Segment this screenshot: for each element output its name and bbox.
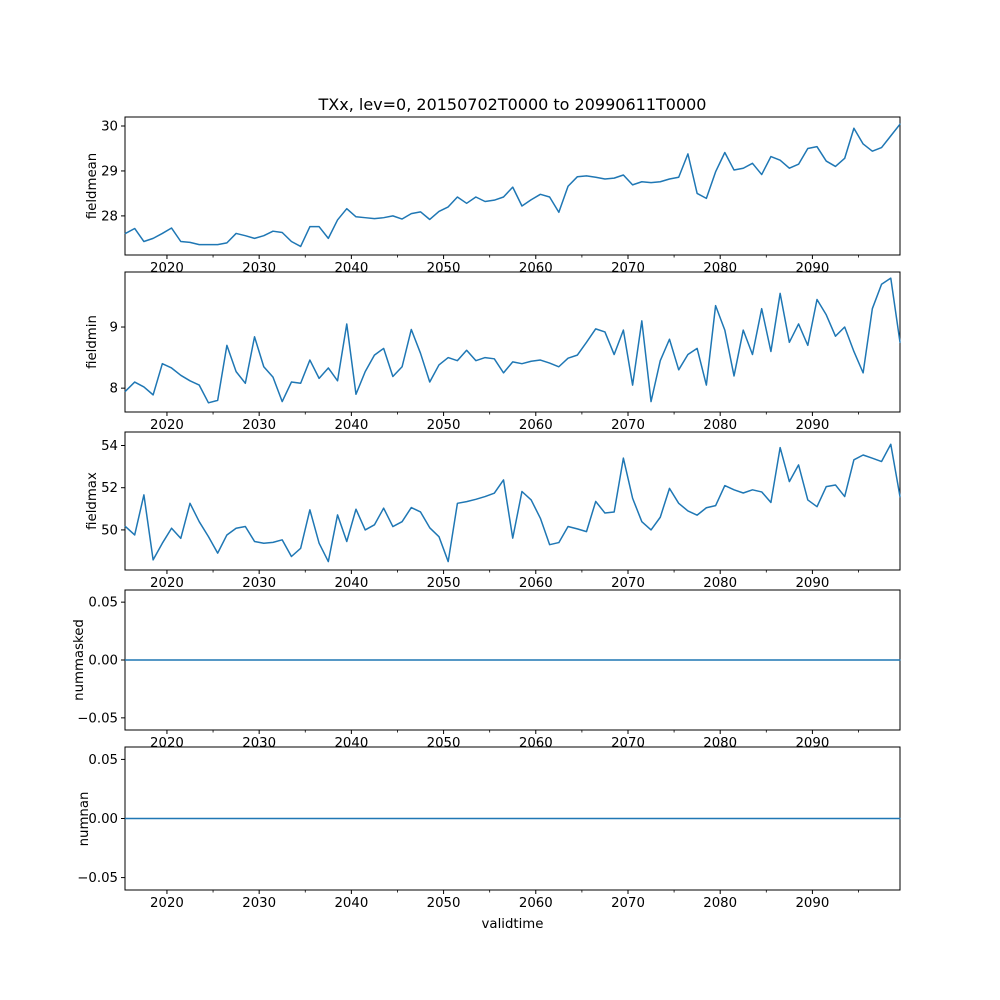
axes-spines bbox=[124, 431, 901, 571]
panel-nummasked: 2020 2030 2040 2050 2060 2070 2080 2090 −0.05 0.0… bbox=[77, 589, 901, 751]
ylabel-fieldmean: fieldmean bbox=[85, 152, 100, 220]
y-tick-label: 29 bbox=[101, 164, 118, 179]
line-fieldmin bbox=[124, 277, 901, 404]
x-tick-label: 2020 bbox=[150, 896, 184, 911]
x-axis-label: validtime bbox=[481, 917, 544, 932]
x-tick-label: 2020 bbox=[150, 576, 184, 591]
x-tick-label: 2070 bbox=[611, 576, 645, 591]
x-tick-label: 2070 bbox=[611, 261, 645, 276]
x-tick-label: 2080 bbox=[703, 418, 737, 433]
x-tick-label: 2080 bbox=[703, 896, 737, 911]
axes-spines bbox=[124, 116, 901, 256]
x-tick-label: 2050 bbox=[427, 736, 461, 751]
x-tick-label: 2030 bbox=[242, 576, 276, 591]
y-tick-label: 0.00 bbox=[88, 654, 118, 669]
ylabel-numnan: numnan bbox=[77, 791, 92, 846]
panel-fieldmean: 2020 2030 2040 2050 2060 2070 2080 2090 28 29 30 bbox=[101, 116, 901, 276]
y-tick-label: −0.05 bbox=[77, 711, 118, 726]
x-tick-label: 2090 bbox=[795, 418, 829, 433]
ylabel-fieldmin: fieldmin bbox=[85, 315, 100, 369]
y-tick-label: 54 bbox=[101, 439, 118, 454]
x-tick-label: 2040 bbox=[334, 261, 368, 276]
x-tick-label: 2040 bbox=[334, 896, 368, 911]
x-tick-label: 2060 bbox=[519, 576, 553, 591]
y-tick-label: 0.05 bbox=[88, 753, 118, 768]
x-tick-label: 2070 bbox=[611, 418, 645, 433]
x-tick-label: 2090 bbox=[795, 576, 829, 591]
x-tick-label: 2030 bbox=[242, 418, 276, 433]
x-tick-label: 2060 bbox=[519, 736, 553, 751]
x-tick-label: 2030 bbox=[242, 896, 276, 911]
y-tick-label: 50 bbox=[101, 523, 118, 538]
y-tick-label: 0.00 bbox=[88, 812, 118, 827]
x-tick-label: 2080 bbox=[703, 576, 737, 591]
y-tick-label: 28 bbox=[101, 209, 118, 224]
x-tick-label: 2050 bbox=[427, 261, 461, 276]
x-tick-label: 2030 bbox=[242, 736, 276, 751]
x-tick-label: 2020 bbox=[150, 418, 184, 433]
y-tick-label: 0.05 bbox=[88, 596, 118, 611]
x-tick-label: 2070 bbox=[611, 896, 645, 911]
x-tick-label: 2090 bbox=[795, 261, 829, 276]
x-tick-label: 2060 bbox=[519, 896, 553, 911]
y-tick-label: 8 bbox=[110, 382, 118, 397]
y-tick-label: −0.05 bbox=[77, 871, 118, 886]
x-tick-label: 2020 bbox=[150, 736, 184, 751]
x-tick-label: 2050 bbox=[427, 418, 461, 433]
panel-fieldmax: 2020 2030 2040 2050 2060 2070 2080 2090 50 52 54 bbox=[101, 431, 901, 591]
x-tick-label: 2080 bbox=[703, 736, 737, 751]
axes-spines bbox=[124, 271, 901, 413]
x-tick-label: 2040 bbox=[334, 576, 368, 591]
line-fieldmean bbox=[124, 123, 901, 248]
x-tick-label: 2090 bbox=[795, 896, 829, 911]
panel-numnan: 2020 2030 2040 2050 2060 2070 2080 2090 −0.05 0.0… bbox=[77, 746, 901, 911]
x-tick-label: 2020 bbox=[150, 261, 184, 276]
panel-fieldmin: 2020 2030 2040 2050 2060 2070 2080 2090 8 9 bbox=[110, 271, 901, 433]
x-tick-label: 2050 bbox=[427, 896, 461, 911]
x-tick-label: 2070 bbox=[611, 736, 645, 751]
x-tick-label: 2030 bbox=[242, 261, 276, 276]
x-tick-label: 2050 bbox=[427, 576, 461, 591]
x-tick-label: 2040 bbox=[334, 736, 368, 751]
y-tick-label: 52 bbox=[101, 481, 118, 496]
y-tick-label: 30 bbox=[101, 119, 118, 134]
x-tick-label: 2080 bbox=[703, 261, 737, 276]
line-fieldmax bbox=[124, 443, 901, 563]
y-tick-label: 9 bbox=[110, 321, 118, 336]
ylabel-fieldmax: fieldmax bbox=[85, 472, 100, 530]
figure-title: TXx, lev=0, 20150702T0000 to 20990611T00… bbox=[318, 95, 707, 114]
x-tick-label: 2060 bbox=[519, 418, 553, 433]
x-tick-label: 2040 bbox=[334, 418, 368, 433]
ylabel-nummasked: nummasked bbox=[72, 619, 87, 701]
x-tick-label: 2060 bbox=[519, 261, 553, 276]
x-tick-label: 2090 bbox=[795, 736, 829, 751]
